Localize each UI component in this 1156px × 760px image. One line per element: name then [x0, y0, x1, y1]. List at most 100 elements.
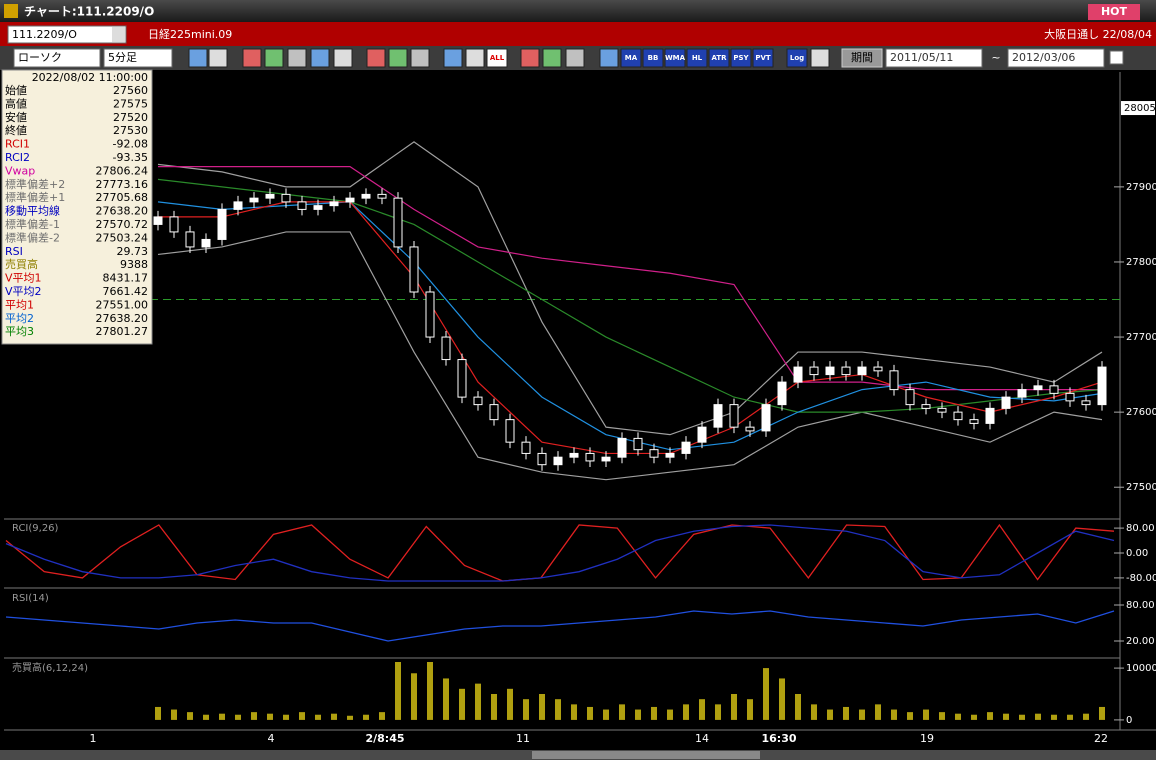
volume-bar	[1019, 714, 1025, 720]
info-label: V平均2	[5, 285, 42, 298]
toolbar-button[interactable]	[486, 48, 508, 68]
toolbar-icon[interactable]	[333, 48, 353, 68]
toolbar-button-label[interactable]: WMA	[665, 54, 686, 62]
toolbar-icon[interactable]	[310, 48, 330, 68]
oscillator-line	[5, 524, 1115, 582]
symbol[interactable]: 111.2209/O	[12, 28, 77, 41]
chart-type-combo[interactable]	[13, 48, 101, 68]
volume-bar	[347, 715, 353, 720]
volume-bar	[395, 662, 401, 720]
toolbar-button[interactable]	[686, 48, 708, 68]
combo-arrow[interactable]	[112, 27, 125, 42]
candle-body	[1001, 396, 1011, 409]
toolbar-icon[interactable]	[188, 48, 208, 68]
symbol-combo[interactable]	[7, 25, 127, 44]
volume-bar	[923, 709, 929, 720]
toolbar-button-label[interactable]: ATR	[711, 54, 727, 62]
toolbar-icon[interactable]	[599, 48, 619, 68]
candle-body	[361, 193, 371, 199]
candle-body	[665, 452, 675, 458]
toolbar-icon[interactable]	[287, 48, 307, 68]
toolbar-icon[interactable]	[520, 48, 540, 68]
toolbar-button[interactable]	[620, 48, 642, 68]
scroll-thumb[interactable]	[532, 751, 760, 759]
toolbar-button-label[interactable]: PSY	[733, 54, 749, 62]
toolbar-button[interactable]	[664, 48, 686, 68]
candle-body	[777, 381, 787, 406]
info-label: 標準偏差+2	[5, 177, 65, 191]
y-tick-label: 80.00	[1126, 523, 1155, 534]
x-tick-label: 2/8:45	[365, 732, 404, 745]
y-tick-label: 27500	[1126, 482, 1156, 493]
toolbar-button[interactable]	[730, 48, 752, 68]
info-value: 27503.24	[96, 231, 149, 244]
info-value: 27551.00	[96, 298, 149, 311]
volume-bar	[827, 709, 833, 720]
hot-label[interactable]: HOT	[1101, 5, 1128, 18]
toolbar-button-label[interactable]: ALL	[490, 54, 505, 62]
volume-bar	[987, 712, 993, 720]
volume-bar	[443, 678, 449, 720]
info-value: 9388	[120, 258, 148, 271]
toolbar-icon[interactable]	[366, 48, 386, 68]
volume-bar	[587, 706, 593, 720]
info-value: 29.73	[117, 245, 149, 258]
volume-bar	[907, 712, 913, 720]
toolbar-icon[interactable]	[565, 48, 585, 68]
toolbar-icon[interactable]	[443, 48, 463, 68]
info-value: 27530	[113, 124, 148, 137]
toolbar-icon[interactable]	[410, 48, 430, 68]
to-date[interactable]: 2012/03/06	[1012, 51, 1075, 64]
interval-combo[interactable]	[103, 48, 173, 68]
toolbar-button[interactable]	[786, 48, 808, 68]
toolbar-button-label[interactable]: MA	[625, 54, 638, 62]
chart-type[interactable]: ローソク	[18, 51, 62, 64]
candle-body	[441, 336, 451, 361]
period-label[interactable]: 期間	[851, 51, 873, 64]
volume-bar	[491, 694, 497, 720]
oscillator-line	[5, 523, 1115, 582]
candle-body	[329, 201, 339, 207]
interval[interactable]: 5分足	[108, 51, 137, 64]
title-bar	[0, 0, 1156, 22]
window-title: チャート:111.2209/O	[24, 5, 154, 19]
candle-body	[521, 441, 531, 454]
hot-button[interactable]	[1088, 4, 1140, 20]
y-tick-label: 27600	[1126, 407, 1156, 418]
info-label: 終値	[5, 123, 27, 137]
candle-body	[697, 426, 707, 443]
info-label: RCI2	[5, 151, 30, 164]
volume-bar	[283, 714, 289, 720]
toolbar-icon[interactable]	[542, 48, 562, 68]
toolbar-icon[interactable]	[388, 48, 408, 68]
info-label: 高値	[5, 96, 27, 110]
volume-bar	[187, 712, 193, 720]
toolbar-icon[interactable]	[810, 48, 830, 68]
from-date[interactable]: 2011/05/11	[890, 51, 953, 64]
toolbar-icon[interactable]	[264, 48, 284, 68]
toolbar-icon[interactable]	[242, 48, 262, 68]
toolbar-button-label[interactable]: HL	[692, 54, 703, 62]
toolbar-icon[interactable]	[208, 48, 228, 68]
checkbox[interactable]	[1109, 50, 1124, 65]
candle-body	[313, 205, 323, 210]
volume-bar	[635, 709, 641, 720]
instrument-name: 日経225mini.09	[148, 28, 232, 41]
y-tick-label: 20.00	[1126, 636, 1155, 647]
toolbar-button[interactable]	[752, 48, 774, 68]
from-field[interactable]	[885, 48, 983, 68]
volume-bar	[411, 673, 417, 720]
toolbar-button[interactable]	[708, 48, 730, 68]
period-button[interactable]	[841, 48, 883, 68]
candle-body	[169, 216, 179, 233]
candle-body	[1081, 400, 1091, 406]
toolbar-button-label[interactable]: BB	[648, 54, 659, 62]
toolbar-button[interactable]	[642, 48, 664, 68]
candle-body	[409, 246, 419, 293]
volume-bar	[603, 709, 609, 720]
to-field[interactable]	[1007, 48, 1105, 68]
toolbar-icon[interactable]	[465, 48, 485, 68]
toolbar-button-label[interactable]: PVT	[755, 54, 771, 62]
toolbar-button-label[interactable]: Log	[790, 54, 804, 62]
